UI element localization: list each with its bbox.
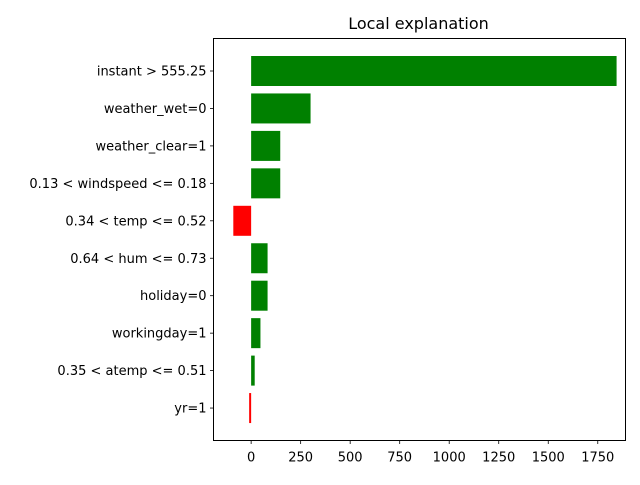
y-tick-label: 0.34 < temp <= 0.52: [65, 214, 206, 229]
y-tick-label: instant > 555.25: [97, 65, 207, 80]
x-tick-label: 1250: [482, 451, 515, 466]
y-tick-label: yr=1: [174, 402, 206, 417]
y-tick-label: 0.35 < atemp <= 0.51: [57, 364, 206, 379]
x-tick-label: 1500: [532, 451, 565, 466]
bar-4: [233, 205, 252, 236]
bar-8: [251, 355, 255, 386]
x-tick-label: 750: [387, 451, 412, 466]
y-tick-label: holiday=0: [140, 289, 207, 304]
plot-frame: [213, 38, 626, 441]
y-tick-label: weather_wet=0: [104, 102, 207, 117]
x-axis-ticks: 0 250 500 750 1000 1250 1500 1750: [247, 440, 614, 466]
x-tick-label: 0: [247, 451, 255, 466]
bar-3: [251, 168, 281, 199]
y-tick-label: 0.13 < windspeed <= 0.18: [29, 177, 206, 192]
bar-2: [251, 130, 281, 161]
bar-7: [251, 318, 261, 349]
x-tick-label: 500: [338, 451, 363, 466]
chart-title: Local explanation: [348, 14, 489, 33]
x-tick-label: 1750: [581, 451, 614, 466]
y-tick-label: 0.64 < hum <= 0.73: [70, 252, 206, 267]
y-tick-label: weather_clear=1: [95, 139, 206, 154]
bar-5: [251, 243, 268, 274]
bar-9: [249, 393, 252, 424]
x-tick-label: 1000: [433, 451, 466, 466]
bar-1: [251, 93, 311, 124]
y-tick-label: workingday=1: [112, 327, 207, 342]
bars-layer: [233, 56, 617, 424]
bar-6: [251, 280, 268, 311]
x-tick-label: 250: [288, 451, 313, 466]
y-axis-ticks: instant > 555.25 weather_wet=0 weather_cle…: [29, 65, 214, 417]
bar-0: [251, 56, 617, 86]
